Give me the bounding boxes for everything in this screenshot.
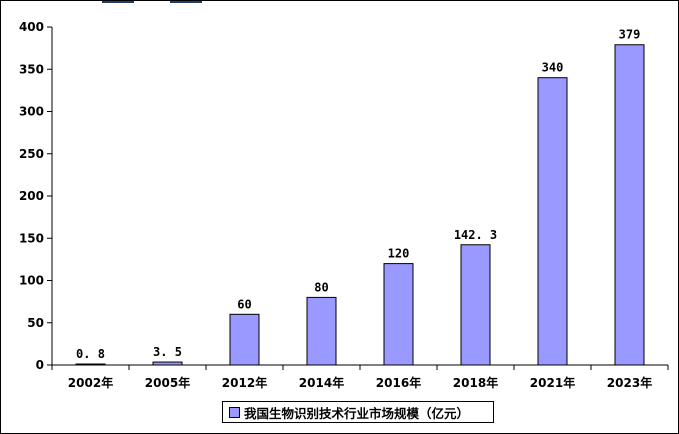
- y-tick-label: 250: [19, 147, 44, 161]
- y-tick-label: 100: [19, 274, 44, 288]
- y-tick-label: 0: [36, 358, 44, 372]
- bar: [75, 363, 106, 366]
- bar: [306, 296, 337, 366]
- bar: [383, 263, 414, 366]
- data-label: 0. 8: [76, 347, 105, 361]
- y-tick-label: 200: [19, 189, 44, 203]
- data-label: 80: [314, 280, 328, 294]
- legend-swatch: [229, 406, 240, 418]
- bar: [614, 44, 645, 366]
- top-edge-mark: [170, 1, 202, 3]
- x-tick-label: 2012年: [222, 375, 267, 390]
- data-label: 340: [542, 61, 564, 75]
- bar: [537, 77, 568, 366]
- data-label: 142. 3: [454, 228, 497, 242]
- x-tick-label: 2023年: [607, 375, 652, 390]
- x-tick-label: 2018年: [453, 375, 498, 390]
- data-label: 3. 5: [153, 345, 182, 359]
- y-tick-label: 300: [19, 105, 44, 119]
- x-tick-label: 2002年: [68, 375, 113, 390]
- x-tick-label: 2014年: [299, 375, 344, 390]
- y-tick-label: 350: [19, 62, 44, 76]
- data-label: 120: [388, 247, 410, 261]
- x-tick-label: 2016年: [376, 375, 421, 390]
- data-label: 379: [619, 28, 641, 42]
- data-label: 60: [237, 297, 251, 311]
- y-tick-label: 50: [27, 316, 44, 330]
- chart-labels: 0 50 100 150 200 250 300 350 400 0. 8 2002年 3. 5 200…: [19, 20, 652, 390]
- y-tick-label: 150: [19, 231, 44, 245]
- x-tick-label: 2005年: [145, 375, 190, 390]
- x-tick-label: 2021年: [530, 375, 575, 390]
- y-tick-label: 400: [19, 20, 44, 34]
- legend: 我国生物识别技术行业市场规模（亿元）: [222, 401, 494, 423]
- chart-axes: [47, 26, 669, 370]
- bar: [229, 313, 260, 366]
- chart-bars: [75, 44, 645, 366]
- bar: [460, 244, 491, 366]
- legend-entry: 我国生物识别技术行业市场规模（亿元）: [244, 405, 470, 421]
- top-edge-mark: [102, 1, 134, 3]
- bar: [152, 361, 183, 366]
